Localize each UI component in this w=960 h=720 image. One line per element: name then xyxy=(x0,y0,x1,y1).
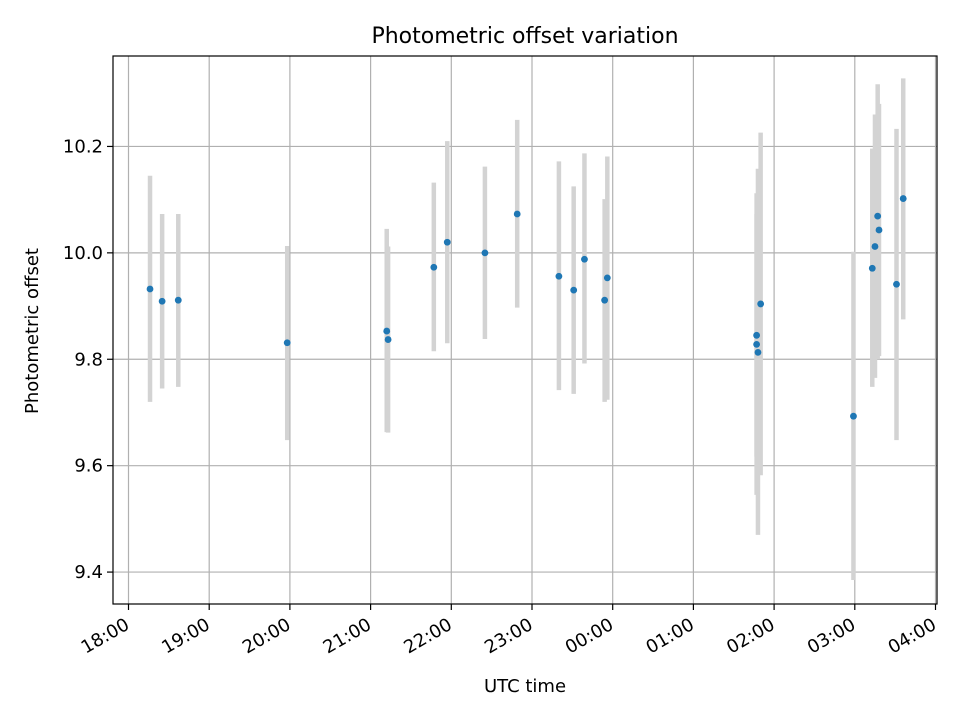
data-point xyxy=(899,195,907,202)
plot-frame xyxy=(112,55,938,605)
y-tick-label: 10.2 xyxy=(63,136,103,157)
y-tick-label: 9.8 xyxy=(74,349,103,370)
data-point xyxy=(868,264,876,272)
y-tick-label: 10.0 xyxy=(63,243,103,264)
data-point xyxy=(603,274,611,282)
data-point xyxy=(570,286,578,294)
data-point xyxy=(581,255,588,263)
y-axis-title: Photometric offset xyxy=(22,248,43,414)
data-point xyxy=(850,412,857,420)
y-axis: 9.4 9.6 9.8 10.0 10.2 xyxy=(63,136,113,583)
chart-title: Photometric offset variation xyxy=(371,24,678,49)
data-point xyxy=(875,226,883,234)
x-axis-title: UTC time xyxy=(484,676,566,697)
grid xyxy=(113,56,937,604)
data-point xyxy=(757,300,765,308)
data-point xyxy=(384,336,392,343)
y-tick-label: 9.4 xyxy=(74,562,103,583)
data-point xyxy=(383,327,391,335)
data-point xyxy=(146,285,154,293)
data-point xyxy=(754,348,762,356)
data-point xyxy=(874,212,882,220)
data-point xyxy=(481,249,489,257)
data-point xyxy=(871,243,879,250)
data-point xyxy=(753,331,761,339)
data-point xyxy=(601,296,609,304)
data-point xyxy=(513,210,521,218)
data-point xyxy=(174,296,182,304)
data-point xyxy=(893,280,900,288)
data-points xyxy=(146,195,907,420)
data-point xyxy=(283,339,291,347)
y-tick-label: 9.6 xyxy=(74,456,103,477)
data-point xyxy=(753,340,761,348)
data-point xyxy=(430,263,438,271)
data-point xyxy=(443,238,451,246)
data-point xyxy=(555,272,563,280)
data-point xyxy=(158,297,166,305)
